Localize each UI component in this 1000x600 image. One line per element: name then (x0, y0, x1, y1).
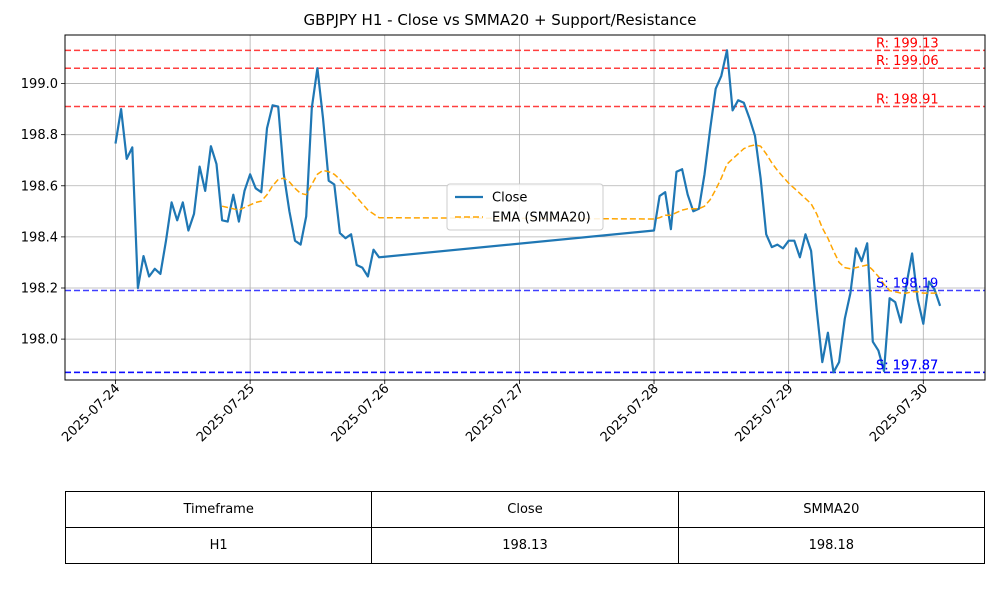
table-cell-close: 198.13 (371, 527, 679, 564)
y-tick-label: 198.4 (21, 230, 58, 245)
support-label: S: 197.87 (876, 358, 938, 373)
table-header-smma20: SMMA20 (677, 491, 986, 528)
y-tick-label: 199.0 (21, 77, 58, 92)
y-tick-label: 198.2 (21, 282, 58, 297)
resistance-label: R: 198.91 (876, 93, 939, 108)
table-header-row: Timeframe Close SMMA20 (64, 491, 986, 528)
table-header-close: Close (371, 491, 679, 528)
level-labels: R: 199.13 R: 199.06 R: 198.91 S: 198.19 S: 1… (876, 36, 939, 373)
summary-table: Timeframe Close SMMA20 H1 198.13 198.18 (64, 491, 986, 564)
close-series-line (114, 49, 942, 374)
legend-box (446, 183, 604, 231)
series-lines (114, 49, 942, 374)
x-tick-label: 2025-07-24 (59, 381, 123, 445)
x-tick-label: 2025-07-28 (598, 381, 662, 445)
legend-label: Close (492, 191, 527, 206)
x-tick-label: 2025-07-26 (329, 381, 393, 445)
support-resistance-lines (65, 49, 985, 374)
resistance-label: R: 199.06 (876, 54, 939, 69)
support-label: S: 198.19 (876, 277, 938, 292)
table-header-timeframe: Timeframe (64, 491, 373, 528)
chart-title: GBPJPY H1 - Close vs SMMA20 + Support/Re… (303, 11, 697, 29)
smma20-series-line (221, 144, 941, 294)
price-chart: R: 199.13 R: 199.06 R: 198.91 S: 198.19 S: 1… (21, 34, 986, 445)
plot-frame (64, 34, 986, 381)
table-cell-smma20: 198.18 (677, 527, 986, 564)
resistance-label: R: 199.13 (876, 36, 939, 51)
legend-label: EMA (SMMA20) (492, 211, 591, 226)
y-tick-label: 198.6 (21, 179, 58, 194)
table-cell-timeframe: H1 (64, 527, 373, 564)
support-label: S: 197.87 (876, 358, 938, 373)
y-tick-label: 198.8 (21, 128, 58, 143)
table-row: H1 198.13 198.18 (64, 527, 986, 564)
x-tick-label: 2025-07-29 (732, 381, 796, 445)
x-tick-label: 2025-07-27 (463, 381, 527, 445)
legend: Close EMA (SMMA20) (446, 183, 604, 231)
y-tick-label: 198.0 (21, 333, 58, 348)
x-tick-label: 2025-07-25 (194, 381, 258, 445)
axis-ticks: 2025-07-24 2025-07-25 2025-07-26 2025-07-27… (21, 77, 931, 445)
x-tick-label: 2025-07-30 (867, 381, 931, 445)
